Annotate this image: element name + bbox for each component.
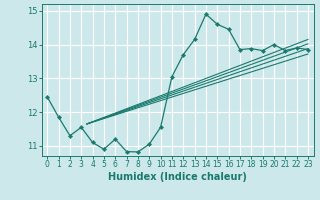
X-axis label: Humidex (Indice chaleur): Humidex (Indice chaleur): [108, 172, 247, 182]
